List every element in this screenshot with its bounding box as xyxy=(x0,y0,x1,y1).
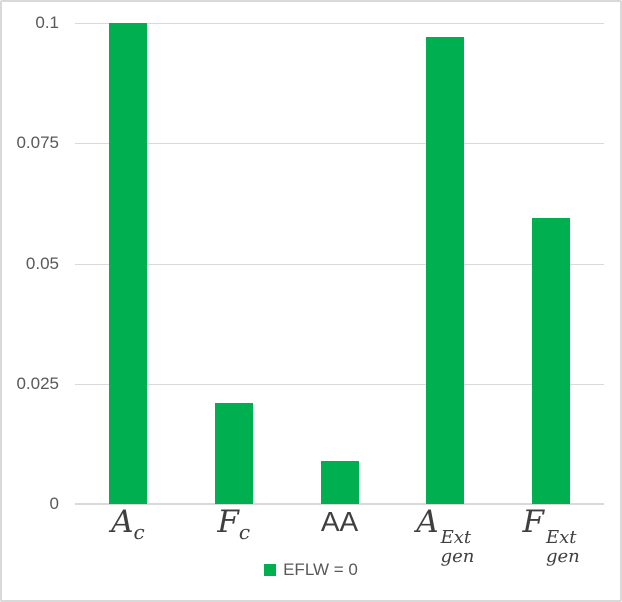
label-base: F xyxy=(522,504,544,540)
label-subscript: c xyxy=(238,520,251,544)
x-axis-line xyxy=(75,503,604,505)
x-axis-label-A_gen^Ext: A Ext gen xyxy=(392,507,498,567)
label-scripts: Ext gen xyxy=(545,527,580,567)
label-superscript: Ext xyxy=(545,527,577,548)
bar-A_gen^Ext xyxy=(426,37,465,504)
label-base: A xyxy=(416,504,439,540)
label-superscript: Ext xyxy=(440,527,472,548)
label-subscript: gen xyxy=(440,545,475,567)
y-tick-label: 0.1 xyxy=(35,13,59,32)
label-scripts: Ext gen xyxy=(440,527,475,567)
label-subscript: c xyxy=(133,520,145,544)
x-axis-label-A_c: Ac xyxy=(75,504,181,544)
label-subscript: gen xyxy=(545,545,580,567)
bar-F_c xyxy=(214,403,253,504)
label-text: AA xyxy=(320,506,359,537)
x-axis-label-F_gen^Ext: F Ext gen xyxy=(498,507,604,567)
legend-swatch-icon xyxy=(264,564,277,576)
gridline xyxy=(75,263,604,265)
bar-A_c xyxy=(108,23,147,504)
label-base: F xyxy=(217,504,239,540)
legend: EFLW = 0 xyxy=(2,560,620,580)
gridline xyxy=(75,23,604,24)
x-axis-label-AA: AA xyxy=(287,506,393,538)
x-axis-label-F_c: Fc xyxy=(181,504,287,544)
y-tick-label: 0.025 xyxy=(16,373,59,393)
label-base: A xyxy=(111,504,134,540)
plot-area xyxy=(75,23,604,505)
gridline xyxy=(75,383,604,385)
gridline xyxy=(75,143,604,145)
y-tick-label: 0 xyxy=(49,494,59,513)
y-tick-label: 0.075 xyxy=(16,133,59,153)
y-tick-label: 0.05 xyxy=(25,253,59,273)
bar-AA xyxy=(320,460,359,504)
bar-F_gen^Ext xyxy=(532,217,571,504)
legend-label: EFLW = 0 xyxy=(283,560,358,579)
